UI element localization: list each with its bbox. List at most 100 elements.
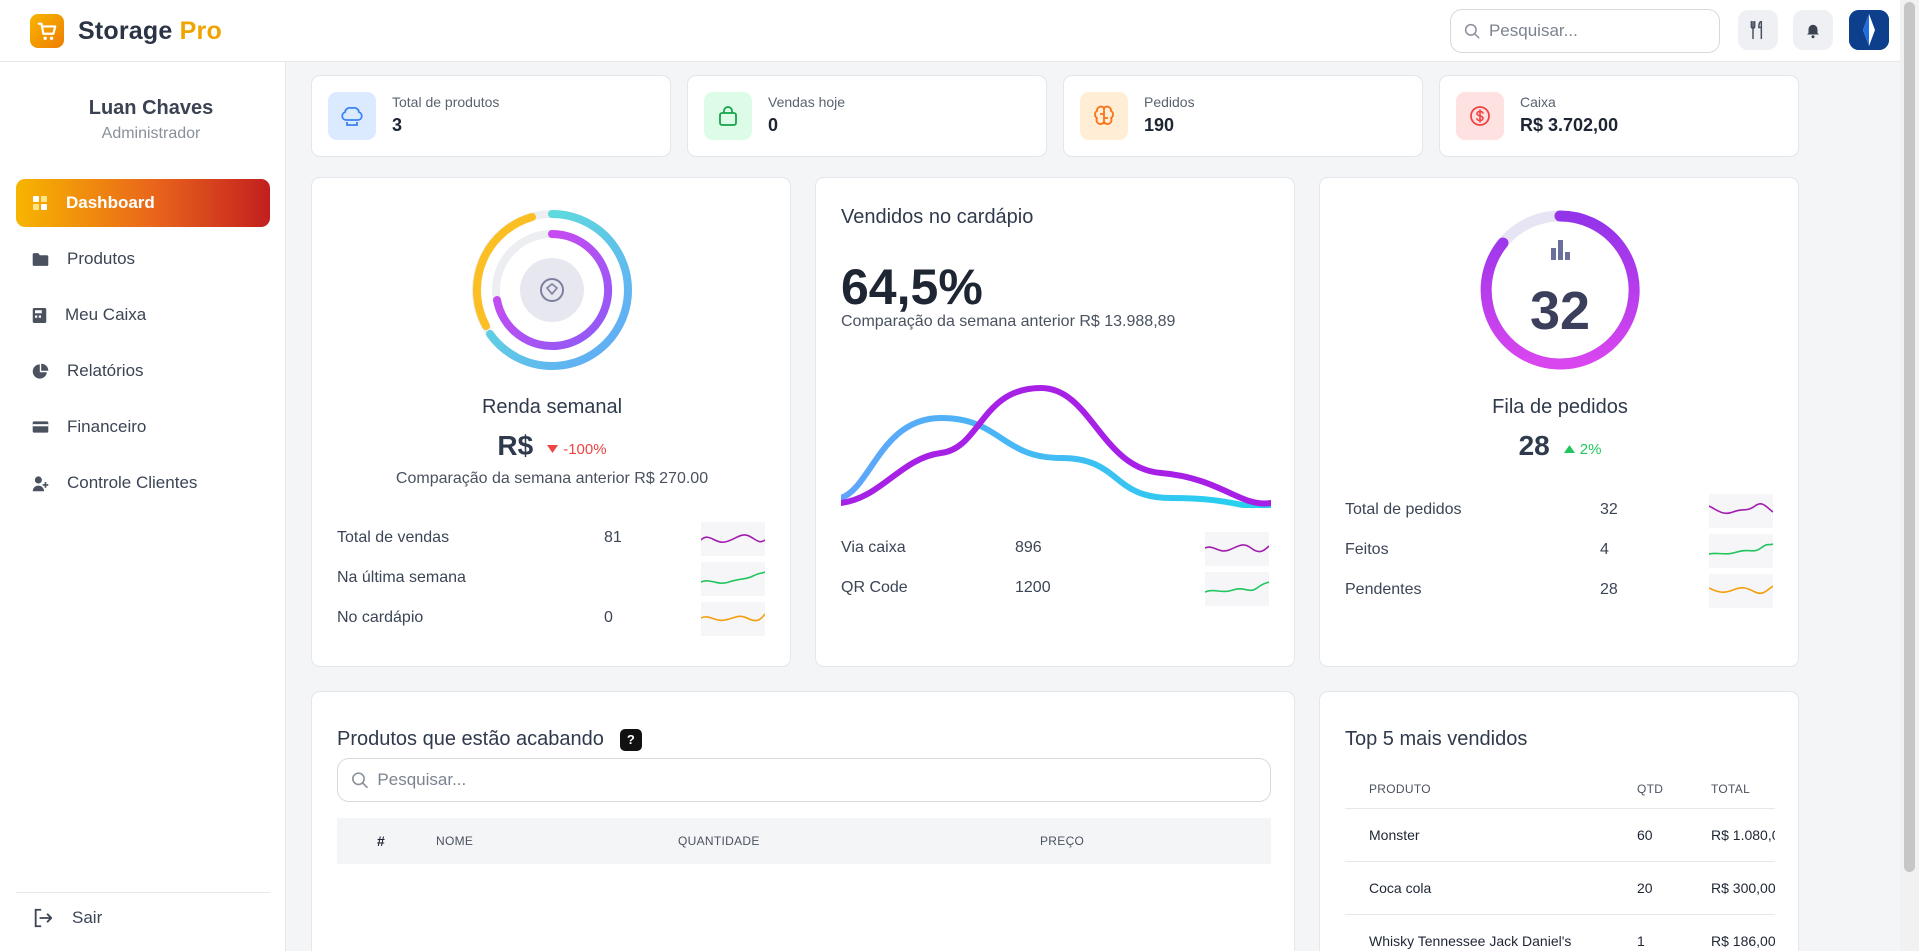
header-search-input[interactable] xyxy=(1488,21,1719,41)
row-divider xyxy=(1345,914,1775,915)
queue-row-pendentes: Pendentes 28 xyxy=(1345,574,1773,608)
shopping-cart-logo-icon xyxy=(30,14,64,48)
row-label: Na última semana xyxy=(337,569,466,586)
sidebar-item-label: Produtos xyxy=(67,249,136,268)
stat-label: Vendas hoje xyxy=(768,94,846,110)
notifications-button[interactable] xyxy=(1793,10,1833,50)
top5-title: Top 5 mais vendidos xyxy=(1345,728,1528,750)
row-label: Total de pedidos xyxy=(1345,501,1462,518)
logout-button[interactable]: Sair xyxy=(32,907,102,929)
header-search[interactable] xyxy=(1450,9,1720,53)
help-badge[interactable]: ? xyxy=(619,728,642,751)
stat-card-vendas-hoje[interactable]: Vendas hoje 0 xyxy=(687,75,1047,157)
column-header-qtd[interactable]: QTD xyxy=(1637,782,1664,796)
queue-row-total: Total de pedidos 32 xyxy=(1345,494,1773,528)
row-label: No cardápio xyxy=(337,609,424,626)
table-row[interactable]: Monster 60 R$ 1.080,00 xyxy=(1345,809,1775,861)
stat-label: Pedidos xyxy=(1144,94,1195,110)
stat-card-pedidos[interactable]: Pedidos 190 xyxy=(1063,75,1423,157)
cell-qty: 60 xyxy=(1637,827,1653,843)
dollar-icon xyxy=(1456,92,1504,140)
bell-icon xyxy=(1807,24,1819,39)
menu-row-qr-code: QR Code 1200 xyxy=(841,572,1269,606)
menu-sales-title: Vendidos no cardápio xyxy=(841,206,1034,228)
low-stock-search[interactable] xyxy=(337,758,1271,802)
weekly-income-change-text: -100% xyxy=(563,440,607,458)
sidebar-item-produtos[interactable]: Produtos xyxy=(16,235,270,283)
avatar[interactable] xyxy=(1849,10,1889,50)
row-label: QR Code xyxy=(841,579,908,596)
row-value: 1200 xyxy=(1015,579,1051,596)
sparkline-orange xyxy=(701,602,765,636)
stat-card-total-produtos[interactable]: Total de produtos 3 xyxy=(311,75,671,157)
row-value: 896 xyxy=(1015,539,1042,556)
menu-sales-card: Vendidos no cardápio 64,5% Comparação da… xyxy=(815,177,1295,667)
brand[interactable]: Storage Pro xyxy=(30,14,222,48)
sidebar-item-financeiro[interactable]: Financeiro xyxy=(16,403,270,451)
order-queue-card: 32 Fila de pedidos 28 2% Total de pedido… xyxy=(1319,177,1799,667)
sidebar-item-dashboard[interactable]: Dashboard xyxy=(16,179,270,227)
row-value: 81 xyxy=(604,529,622,546)
avatar-logo-icon xyxy=(1849,10,1889,50)
sidebar-item-controle-clientes[interactable]: Controle Clientes xyxy=(16,459,270,507)
brand-name-main: Storage xyxy=(78,16,173,45)
order-queue-change-text: 2% xyxy=(1579,440,1602,458)
column-header-total[interactable]: TOTAL xyxy=(1711,782,1751,796)
stat-value: 3 xyxy=(392,115,403,135)
column-header-quantidade[interactable]: QUANTIDADE xyxy=(678,834,760,848)
sidebar-item-label: Dashboard xyxy=(66,193,155,212)
sparkline-green xyxy=(1205,572,1269,606)
menu-sales-line-chart xyxy=(841,384,1271,508)
stat-card-caixa[interactable]: Caixa R$ 3.702,00 xyxy=(1439,75,1799,157)
user-role: Administrador xyxy=(101,125,201,142)
utensils-button[interactable] xyxy=(1738,10,1778,50)
top5-table: PRODUTO QTD TOTAL Monster 60 R$ 1.080,00… xyxy=(1345,782,1775,951)
order-queue-ring-value: 32 xyxy=(1529,281,1591,341)
cell-qty: 1 xyxy=(1637,933,1645,949)
caret-down-icon xyxy=(547,445,559,453)
sparkline-purple xyxy=(1709,494,1773,528)
order-queue-summary: 28 2% xyxy=(1320,430,1800,462)
sidebar-item-meu-caixa[interactable]: Meu Caixa xyxy=(16,291,270,339)
row-label: Feitos xyxy=(1345,541,1389,558)
table-row[interactable]: Whisky Tennessee Jack Daniel's 1 R$ 186,… xyxy=(1345,915,1775,951)
scrollbar-thumb[interactable] xyxy=(1904,2,1915,872)
column-header-produto[interactable]: PRODUTO xyxy=(1369,782,1431,796)
brand-name-suffix: Pro xyxy=(179,16,222,45)
pie-chart-icon xyxy=(32,363,49,379)
weekly-income-summary: R$ -100% xyxy=(312,430,792,462)
sparkline-green xyxy=(701,562,765,596)
sidebar-item-relatorios[interactable]: Relatórios xyxy=(16,347,270,395)
row-value: 32 xyxy=(1600,501,1618,518)
column-header-nome[interactable]: NOME xyxy=(436,834,474,848)
column-header-preco[interactable]: PREÇO xyxy=(1040,834,1085,848)
cell-total: R$ 1.080,00 xyxy=(1711,827,1775,843)
weekly-row-total-vendas: Total de vendas 81 xyxy=(337,522,765,556)
order-queue-radial-chart xyxy=(1480,210,1640,370)
order-queue-value: 28 xyxy=(1518,430,1550,461)
row-divider xyxy=(1345,861,1775,862)
caret-up-icon xyxy=(1563,445,1575,453)
credit-card-icon xyxy=(32,421,49,433)
brand-name: Storage Pro xyxy=(78,17,222,46)
sparkline-purple xyxy=(701,522,765,556)
search-icon xyxy=(1464,23,1480,39)
logout-label: Sair xyxy=(72,908,103,927)
weekly-income-title: Renda semanal xyxy=(481,396,623,418)
low-stock-table-header: # NOME QUANTIDADE PREÇO xyxy=(337,818,1271,864)
page-scrollbar[interactable] xyxy=(1900,0,1919,951)
logout-icon xyxy=(34,908,53,928)
sidebar-item-label: Meu Caixa xyxy=(65,305,147,324)
row-value: 4 xyxy=(1600,541,1609,558)
row-label: Pendentes xyxy=(1345,581,1422,598)
low-stock-search-input[interactable] xyxy=(377,770,1270,790)
weekly-income-value: R$ xyxy=(497,430,534,461)
sparkline-purple xyxy=(1205,532,1269,566)
brain-icon xyxy=(1080,92,1128,140)
menu-sales-percent: 64,5% xyxy=(841,259,983,315)
column-header-index: # xyxy=(377,833,386,849)
weekly-row-no-cardapio: No cardápio 0 xyxy=(337,602,765,636)
order-queue-change: 2% xyxy=(1563,440,1602,458)
table-row[interactable]: Coca cola 20 R$ 300,00 xyxy=(1345,862,1775,914)
chef-hat-icon xyxy=(328,92,376,140)
